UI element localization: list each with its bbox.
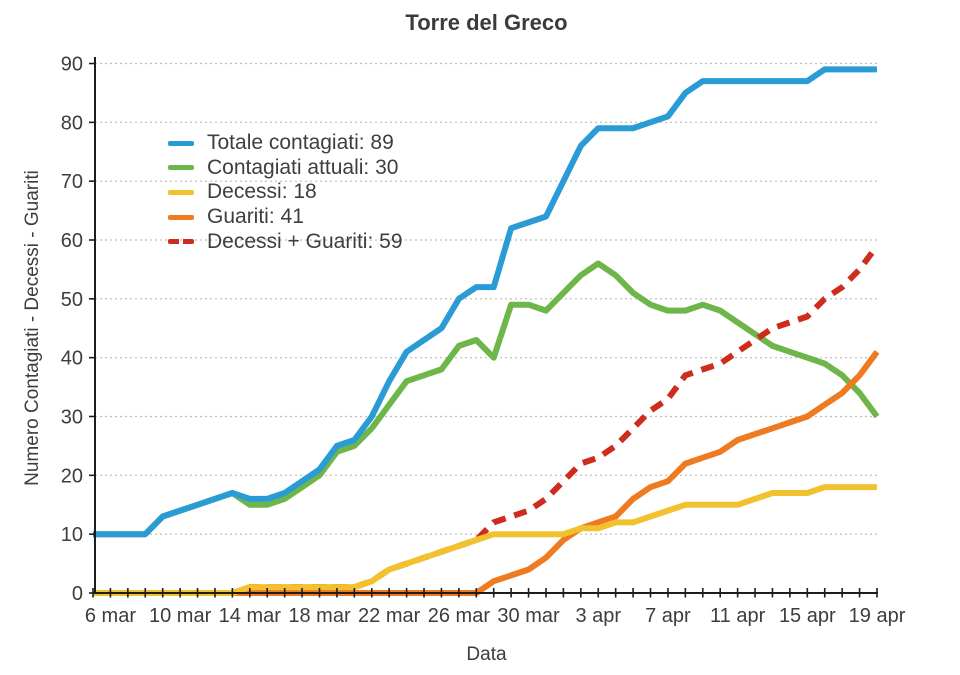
x-tick-label-26-mar: 26 mar [428,605,491,627]
legend-item-guariti: Guariti: 41 [168,205,403,230]
x-tick-label-6-mar: 6 mar [85,605,136,627]
x-axis-title: Data [466,644,507,665]
legend-swatch-orange-line [168,214,194,220]
chart-legend: Totale contagiati: 89 Contagiati attuali… [168,131,403,254]
x-tick-label-18-mar: 18 mar [288,605,351,627]
legend-item-totale-contagiati: Totale contagiati: 89 [168,131,403,156]
y-tick-label-60: 60 [61,230,83,252]
y-tick-label-70: 70 [61,171,83,193]
legend-item-decessi-guariti: Decessi + Guariti: 59 [168,229,403,254]
legend-label: Decessi + Guariti: 59 [207,229,403,253]
series-line-totale-contagiati [93,66,877,538]
series-line-decessi-guariti [93,244,880,596]
legend-item-contagiati-attuali: Contagiati attuali: 30 [168,156,403,181]
legend-label: Decessi: 18 [207,180,317,204]
y-tick-label-30: 30 [61,407,83,429]
x-tick-label-22-mar: 22 mar [358,605,421,627]
chart-title: Torre del Greco [405,10,568,35]
x-tick-label-7-apr: 7 apr [645,605,691,627]
y-tick-label-80: 80 [61,112,83,134]
legend-label: Totale contagiati: 89 [207,131,394,155]
legend-swatch-yellow-line [168,189,194,195]
legend-label: Guariti: 41 [207,205,304,229]
x-tick-label-14-mar: 14 mar [219,605,282,627]
y-tick-label-0: 0 [72,583,83,605]
x-tick-label-19-apr: 19 apr [849,605,906,627]
legend-swatch-blue-line [168,140,194,146]
x-tick-label-15-apr: 15 apr [779,605,836,627]
legend-swatch-red-dashed-line [168,239,194,245]
legend-label: Contagiati attuali: 30 [207,155,399,179]
y-tick-label-50: 50 [61,289,83,311]
x-tick-label-10-mar: 10 mar [149,605,212,627]
series-line-guariti [93,350,880,596]
y-tick-label-20: 20 [61,465,83,487]
x-tick-label-30-mar: 30 mar [497,605,560,627]
y-tick-label-90: 90 [61,54,83,76]
x-tick-label-11-apr: 11 apr [710,605,766,627]
x-tick-label-3-apr: 3 apr [575,605,621,627]
legend-item-decessi: Decessi: 18 [168,180,403,205]
legend-swatch-green-line [168,165,194,171]
y-tick-label-40: 40 [61,348,83,370]
series-line-contagiati-attuali [93,260,880,538]
y-tick-label-10: 10 [61,524,83,546]
